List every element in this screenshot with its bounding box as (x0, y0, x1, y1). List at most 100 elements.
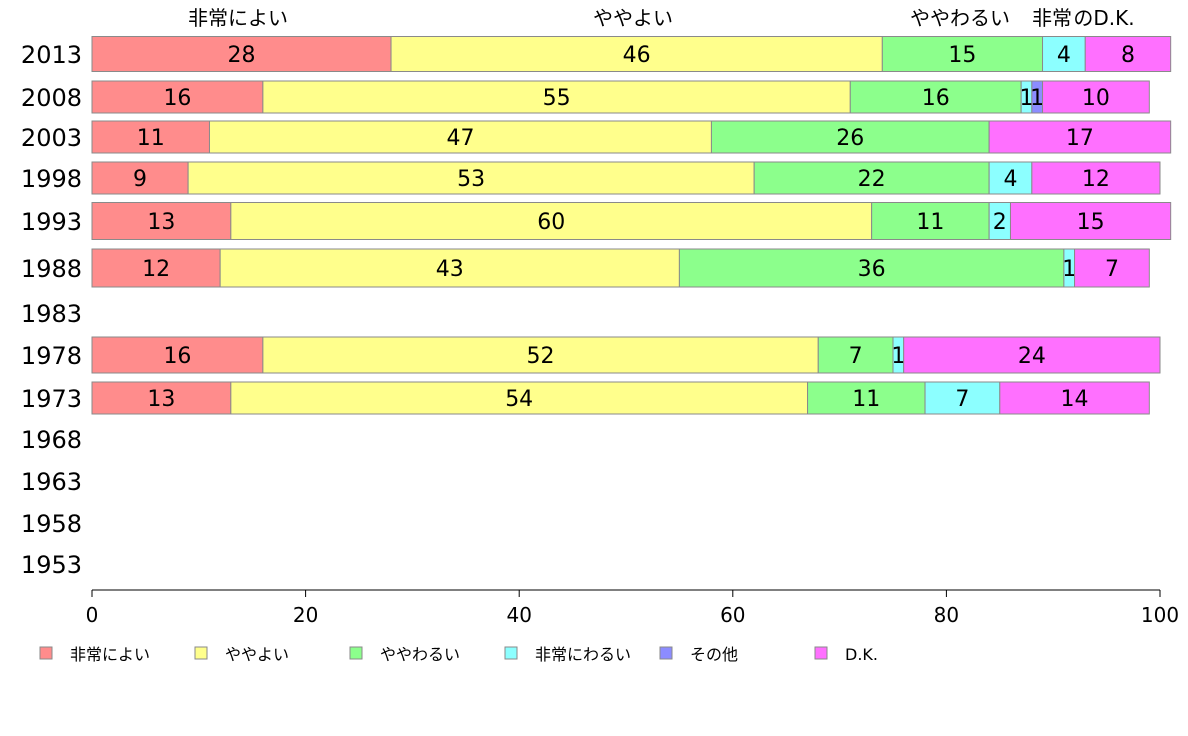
year-axis-labels: 2013 2008 2003 1998 1993 1988 1983 1978 1973 1968… (21, 41, 82, 579)
bar-segment (678, 248, 1065, 288)
bar-value-label: 7 (849, 344, 863, 369)
bar-value-label: 43 (436, 257, 464, 282)
bar-value-label: 13 (147, 387, 175, 412)
bar-segment (187, 161, 755, 195)
year-label: 2008 (21, 84, 82, 112)
year-label: 1993 (21, 208, 82, 236)
bar-segment (262, 336, 819, 374)
bar-segment (91, 248, 221, 288)
bar-segment (230, 202, 873, 240)
bar-segment (1084, 36, 1172, 72)
bar-segment (753, 161, 990, 195)
year-label: 1968 (21, 426, 82, 454)
x-tick-label: 20 (293, 603, 318, 627)
legend-label: ややよい (225, 645, 289, 664)
bar-value-label: 9 (133, 167, 147, 192)
year-label: 1988 (21, 255, 82, 283)
bar-value-label: 11 (137, 126, 165, 151)
bar-value-label: 8 (1121, 43, 1135, 68)
legend-label: 非常にわるい (535, 645, 631, 664)
top-label: 非常 (1032, 6, 1072, 30)
bar-value-label: 7 (955, 387, 969, 412)
bar-segment (208, 120, 712, 154)
bar-segment (91, 161, 189, 195)
top-label: ややよい (593, 6, 673, 30)
x-axis: 0 20 40 60 80 100 (86, 589, 1179, 627)
bar-segment (91, 80, 264, 114)
bar-segment (871, 202, 990, 240)
bar-value-label: 15 (948, 43, 976, 68)
year-label: 1983 (21, 300, 82, 328)
top-label: 非常によい (188, 6, 288, 30)
year-label: 1963 (21, 468, 82, 496)
bar-value-label: 1 (891, 344, 905, 369)
bar-value-label: 24 (1018, 344, 1046, 369)
bar-value-label: 10 (1082, 86, 1110, 111)
bar-segment (91, 120, 210, 154)
top-label: のD.K. (1073, 6, 1134, 30)
bar-segment (262, 80, 851, 114)
bar-segment (710, 120, 990, 154)
bar-segment (1031, 161, 1161, 195)
legend-label: ややわるい (380, 645, 460, 664)
bar-value-label: 12 (1082, 167, 1110, 192)
x-tick-label: 60 (720, 603, 745, 627)
bar-value-label: 52 (527, 344, 555, 369)
bar-value-label: 55 (543, 86, 571, 111)
bar-segment (1009, 202, 1172, 240)
bar-value-label: 15 (1077, 210, 1105, 235)
bar-segment (988, 161, 1033, 195)
year-label: 1978 (21, 342, 82, 370)
bar-value-label: 14 (1061, 387, 1089, 412)
bar-value-label: 1 (1062, 257, 1076, 282)
legend-label: 非常によい (70, 645, 150, 664)
bar-value-label: 1 (1030, 86, 1044, 111)
bar-value-label: 46 (623, 43, 651, 68)
legend-swatch (659, 646, 673, 660)
legend-label: D.K. (845, 645, 878, 664)
bar-segment (1042, 80, 1150, 114)
year-label: 1998 (21, 165, 82, 193)
bar-segment (91, 202, 232, 240)
bar-value-label: 47 (446, 126, 474, 151)
bar-value-label: 16 (163, 344, 191, 369)
bar-value-label: 13 (147, 210, 175, 235)
legend-swatch (194, 646, 208, 660)
bar-value-label: 60 (537, 210, 565, 235)
bar-value-label: 36 (858, 257, 886, 282)
year-label: 1953 (21, 551, 82, 579)
legend-swatch (504, 646, 518, 660)
top-label: ややわるい (910, 6, 1010, 30)
bar-value-label: 4 (1003, 167, 1017, 192)
year-label: 2003 (21, 124, 82, 152)
year-label: 1973 (21, 385, 82, 413)
bar-segment (91, 381, 232, 415)
bar-segment (390, 36, 883, 72)
bar-segment (91, 36, 392, 72)
bar-segment (988, 120, 1172, 154)
x-tick-label: 80 (934, 603, 959, 627)
bar-value-label: 53 (457, 167, 485, 192)
bar-value-label: 16 (163, 86, 191, 111)
bar-segment (999, 381, 1150, 415)
x-tick-label: 100 (1141, 603, 1179, 627)
x-tick-label: 40 (506, 603, 531, 627)
bar-value-label: 17 (1066, 126, 1094, 151)
legend-swatch (349, 646, 363, 660)
x-tick-label: 0 (86, 603, 99, 627)
bar-value-label: 26 (836, 126, 864, 151)
bar-segment (1074, 248, 1150, 288)
bar-value-label: 16 (922, 86, 950, 111)
bar-value-label: 2 (993, 210, 1007, 235)
bar-segment (219, 248, 680, 288)
legend: 非常によい ややよい ややわるい 非常にわるい その他 D.K. (39, 645, 878, 664)
bar-segment (849, 80, 1022, 114)
bar-segment (924, 381, 1001, 415)
bar-segment (903, 336, 1161, 374)
bar-value-label: 11 (916, 210, 944, 235)
bar-value-label: 1 (1020, 86, 1034, 111)
bar-value-label: 54 (505, 387, 533, 412)
legend-label: その他 (690, 645, 738, 664)
